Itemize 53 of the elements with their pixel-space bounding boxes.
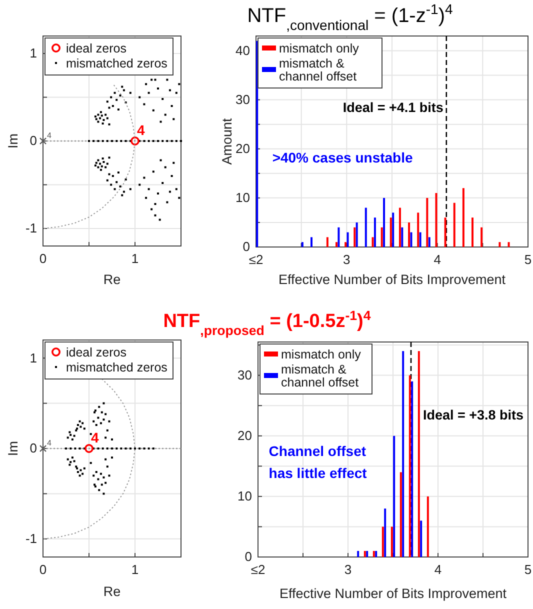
legend-label: mismatched zeros [66, 360, 168, 374]
y-axis-title: Amount [220, 118, 235, 165]
x-tick-label: 5 [524, 252, 532, 268]
x-tick-label: ≤2 [248, 252, 264, 268]
line-series [42, 378, 136, 540]
y-axis-title: Im [6, 441, 21, 456]
x-tick-label: 1 [131, 562, 139, 578]
y-tick-label: 30 [236, 92, 250, 107]
y-tick-label: 10 [238, 488, 252, 504]
x-tick-label: 4 [434, 562, 442, 578]
y-axis-title: Im [6, 134, 21, 148]
x-axis-title: Re [103, 272, 121, 287]
x-tick-label: 1 [131, 251, 139, 266]
x-tick-label: 0 [39, 562, 47, 578]
y-tick-label: 20 [236, 141, 250, 156]
annotation: 4 [47, 131, 52, 140]
legend-label: mismatch & channel offset [279, 56, 358, 84]
chart-title: NTF$_{,proposed}$ = (1-0.5z$^{-1}$)$^{4}$ [163, 308, 372, 338]
annotation: 4 [137, 122, 145, 138]
x-axis-title: Re [103, 584, 121, 599]
legend-label: mismatch only [279, 42, 360, 56]
annotation: >40% cases unstable [272, 150, 414, 166]
legend-label: ideal zeros [66, 42, 126, 56]
x-axis-title: Effective Number of Bits Improvement [279, 586, 507, 601]
y-tick-label: 40 [236, 42, 250, 58]
chart-title: NTF$_{,conventional}$ = (1-z$^{-1}$)$^{4}$ [247, 1, 453, 33]
y-tick-label: 0 [30, 133, 37, 148]
x-tick-label: 0 [39, 251, 47, 266]
y-tick-label: -1 [25, 220, 37, 236]
legend-label: ideal zeros [66, 346, 126, 360]
y-tick-label: 30 [238, 367, 252, 382]
y-tick-label: 0 [244, 549, 252, 564]
y-tick-label: 10 [236, 190, 250, 206]
annotation: 4 [47, 438, 52, 448]
ref-line-label: Ideal = +4.1 bits [342, 100, 444, 115]
x-tick-label: 3 [343, 252, 350, 268]
legend-label: mismatched zeros [66, 56, 168, 70]
x-tick-label: ≤2 [250, 562, 266, 578]
x-tick-label: 3 [344, 562, 352, 578]
legend-label: mismatch & channel offset [281, 362, 360, 390]
x-tick-label: 4 [434, 252, 441, 268]
y-tick-label: 0 [30, 440, 37, 456]
annotation: Channel offset has little effect [268, 442, 368, 481]
y-tick-label: -1 [25, 531, 37, 546]
ref-line-label: Ideal = +3.8 bits [423, 407, 524, 422]
x-tick-label: 5 [524, 562, 532, 578]
annotation: 4 [91, 430, 99, 446]
legend-label: mismatch only [281, 348, 362, 362]
y-tick-label: 1 [30, 46, 37, 61]
x-axis-title: Effective Number of Bits Improvement [278, 272, 506, 287]
y-tick-label: 0 [242, 239, 250, 254]
y-tick-label: 20 [238, 428, 252, 444]
y-tick-label: 1 [30, 350, 37, 366]
